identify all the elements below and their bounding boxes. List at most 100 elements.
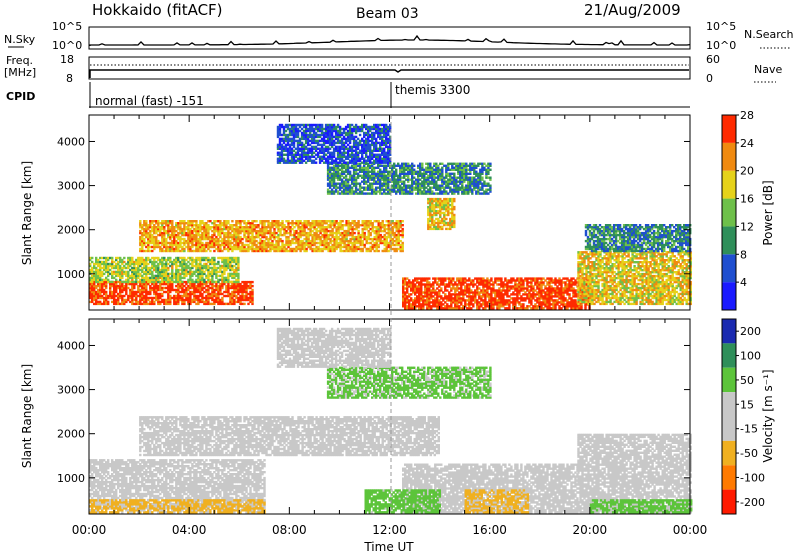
echo-cell [111,257,113,259]
nsky-tick-hi-right: 10^5 [706,20,736,33]
echo-cell [177,269,179,271]
echo-cell [131,257,133,259]
cpid-mode-themis: themis 3300 [395,83,470,97]
echo-cell [522,303,524,305]
echo-cell [255,220,257,222]
echo-cell [402,242,404,244]
echo-cell [237,257,239,259]
echo-cell [251,285,253,287]
echo-cell [169,257,171,259]
echo-cell [297,220,299,222]
echo-cell [177,232,179,234]
echo-cell [599,279,601,281]
echo-cell [145,220,147,222]
echo-cell [478,287,480,289]
radar-summary-figure: Hokkaido (fitACF) Beam 03 21/Aug/2009 N.… [0,0,800,554]
echo-cell [231,220,233,222]
echo-cell [195,220,197,222]
cpid-mode-normal: normal (fast) -151 [95,94,204,108]
echo-cell [105,291,107,293]
freq-trace [90,70,689,78]
echo-cell [111,281,113,283]
echo-cell [418,277,420,279]
echo-cell [341,220,343,222]
nsky-label: N.Sky [4,33,36,46]
echo-cell [213,257,215,259]
echo-cell [119,303,121,305]
power-echo-cells [89,124,692,310]
echo-cell [538,281,540,283]
echo-cell [402,224,404,226]
echo-cell [418,281,420,283]
freq-unit: [MHz] [4,66,36,79]
echo-cell [357,220,359,222]
beam-title: Beam 03 [356,6,419,22]
echo-cell [119,283,121,285]
echo-cell [243,303,245,305]
echo-cell [123,257,125,259]
echo-cell [357,230,359,232]
echo-cell [177,222,179,224]
echo-cell [281,220,283,222]
echo-cell [500,277,502,279]
echo-cell [171,283,173,285]
echo-cell [490,277,492,279]
date-title: 21/Aug/2009 [584,1,681,19]
echo-cell [237,220,239,222]
echo-cell [478,277,480,279]
echo-cell [237,273,239,275]
nsky-trace [90,36,690,46]
echo-cell [139,220,141,222]
echo-cell [402,220,404,222]
station-title: Hokkaido (fitACF) [92,1,223,19]
echo-cell [378,250,380,252]
nsearch-label: N.Search [744,28,794,41]
cpid-strip: CPID normal (fast) -151 themis 3300 [6,82,690,108]
freq-tick-hi: 18 [60,53,74,66]
echo-cell [297,232,299,234]
freq-frame [89,57,690,79]
nave-tick-lo: 0 [706,72,713,85]
nsky-frame [89,27,690,49]
echo-cell [428,277,430,279]
echo-cell [568,293,570,295]
nsky-strip: N.Sky 10^5 10^0 10^5 10^0 N.Search [4,20,794,52]
cpid-label: CPID [6,90,35,103]
nsky-tick-lo: 10^0 [52,39,82,52]
echo-cell [119,257,121,259]
echo-cell [251,289,253,291]
nave-tick-hi: 60 [706,53,720,66]
echo-cell [452,277,454,279]
echo-cell [382,220,384,222]
echo-cell [251,281,253,283]
freq-strip: Freq. [MHz] 18 8 60 0 Nave [4,53,782,85]
nsky-tick-hi: 10^5 [52,20,82,33]
nave-label: Nave [754,63,782,76]
echo-cell [538,277,540,279]
freq-tick-lo: 8 [66,72,73,85]
echo-cell [237,297,239,299]
echo-cell [171,220,173,222]
echo-cell [177,257,179,259]
echo-cell [599,291,601,293]
echo-cell [364,232,366,234]
echo-cell [599,303,601,305]
echo-cell [119,265,121,267]
echo-cell [440,287,442,289]
echo-cell [353,232,355,234]
echo-cell [599,259,601,261]
echo-cell [357,246,359,248]
echo-cell [217,261,219,263]
echo-cell [209,250,211,252]
echo-cell [181,281,183,283]
echo-cell [107,301,109,303]
echo-cell [281,240,283,242]
echo-cell [177,265,179,267]
echo-cell [237,226,239,228]
echo-cell [177,242,179,244]
nsky-tick-lo-right: 10^0 [706,39,736,52]
echo-cell [402,228,404,230]
echo-cell [478,301,480,303]
echo-cell [227,220,229,222]
